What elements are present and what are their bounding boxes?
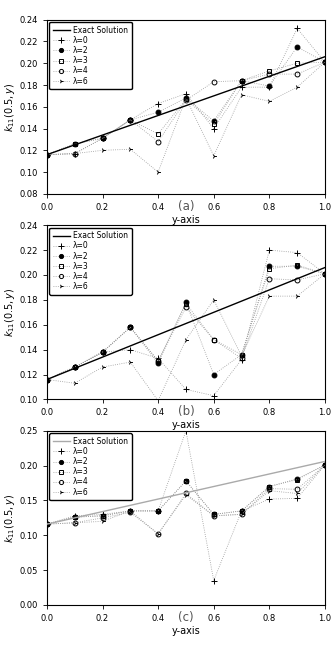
X-axis label: y-axis: y-axis <box>172 626 200 636</box>
Text: (b): (b) <box>178 405 194 419</box>
Y-axis label: $k_{11}(0.5,y)$: $k_{11}(0.5,y)$ <box>3 287 17 337</box>
X-axis label: y-axis: y-axis <box>172 420 200 430</box>
Text: (a): (a) <box>178 200 194 213</box>
Legend: Exact Solution, λ=0, λ=2, λ=3, λ=4, λ=6: Exact Solution, λ=0, λ=2, λ=3, λ=4, λ=6 <box>49 228 132 295</box>
Text: (c): (c) <box>178 611 194 624</box>
Y-axis label: $k_{11}(0.5,y)$: $k_{11}(0.5,y)$ <box>3 82 17 132</box>
Legend: Exact Solution, λ=0, λ=2, λ=3, λ=4, λ=6: Exact Solution, λ=0, λ=2, λ=3, λ=4, λ=6 <box>49 433 132 501</box>
Legend: Exact Solution, λ=0, λ=2, λ=3, λ=4, λ=6: Exact Solution, λ=0, λ=2, λ=3, λ=4, λ=6 <box>49 22 132 89</box>
X-axis label: y-axis: y-axis <box>172 215 200 224</box>
Y-axis label: $k_{11}(0.5,y)$: $k_{11}(0.5,y)$ <box>3 493 17 543</box>
